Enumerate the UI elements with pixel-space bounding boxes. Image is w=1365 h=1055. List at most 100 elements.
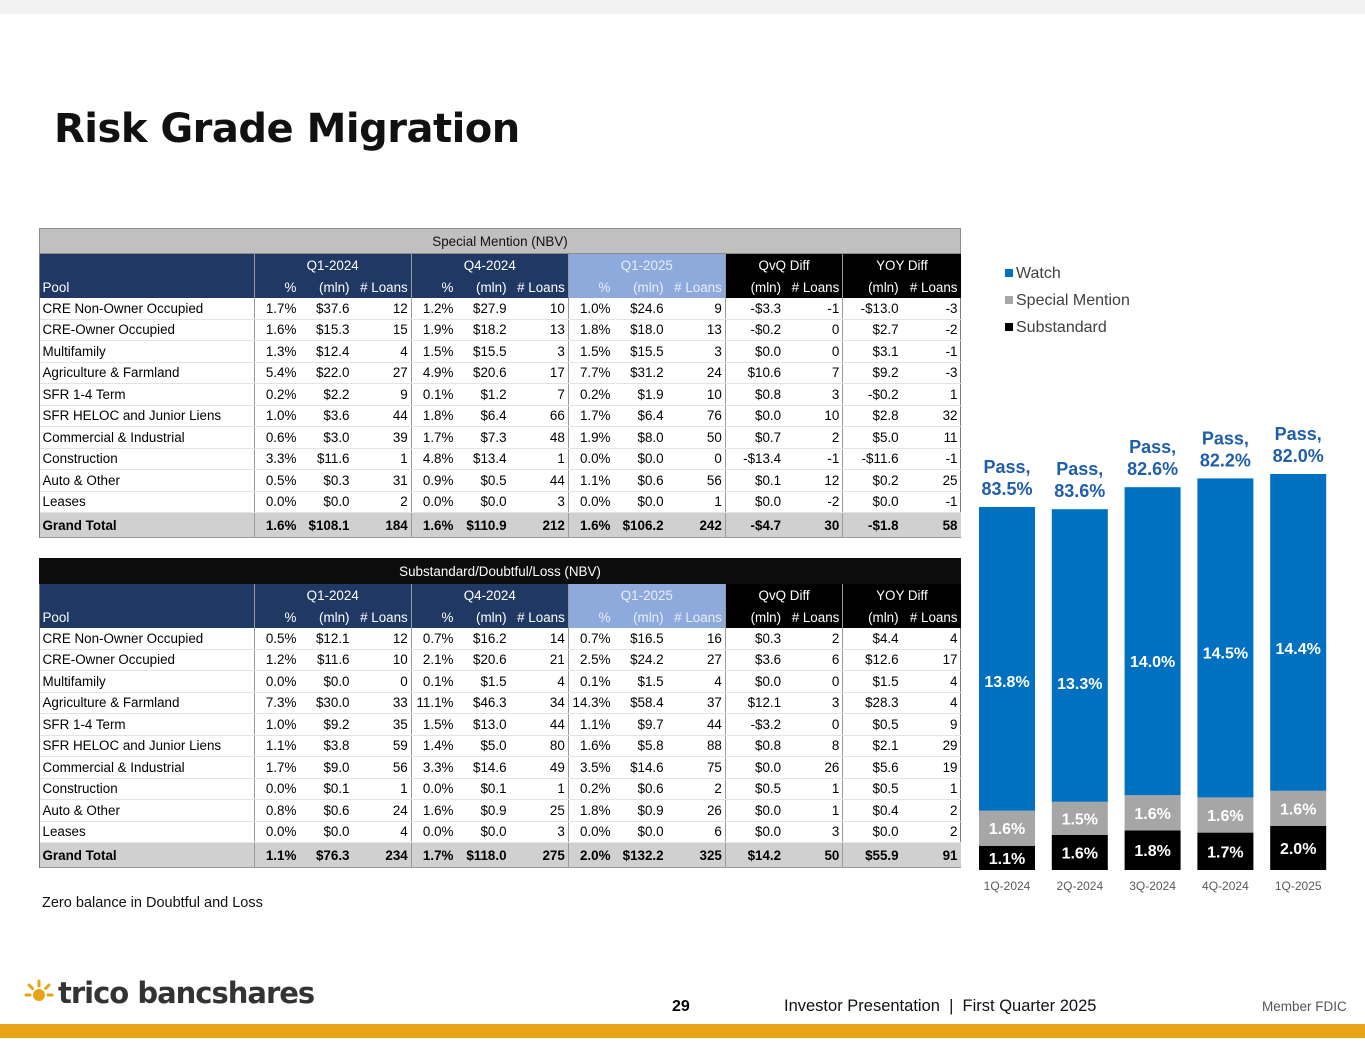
column-header: (mln) bbox=[724, 276, 785, 298]
table-cell: 31 bbox=[352, 469, 412, 492]
table-cell: -2 bbox=[784, 491, 843, 513]
legend-swatch bbox=[1005, 269, 1013, 277]
bar-data-label: 1.6% bbox=[1134, 806, 1170, 823]
table-cell: $3.8 bbox=[299, 735, 353, 757]
bar-segment-watch bbox=[1270, 474, 1327, 791]
table-cell: $0.5 bbox=[724, 778, 785, 800]
grand-total-cell: 91 bbox=[901, 842, 961, 868]
table-cell: 1.5% bbox=[410, 713, 457, 736]
column-group-header: Q4-2024 bbox=[410, 583, 569, 607]
bar-segment-special-mention bbox=[1124, 795, 1181, 831]
table-cell: -1 bbox=[901, 340, 961, 363]
grand-total-cell: $118.0 bbox=[456, 842, 510, 868]
table-cell: 33 bbox=[352, 692, 412, 714]
table-cell: $0.0 bbox=[724, 821, 785, 843]
column-group-header: QvQ Diff bbox=[724, 583, 843, 607]
column-group-header: YOY Diff bbox=[842, 253, 961, 277]
table-cell: -1 bbox=[784, 448, 843, 470]
table-cell: $16.2 bbox=[456, 627, 510, 650]
special-mention-table: Special Mention (NBV) Q1-2024 Q4-2024 Q1-20… bbox=[39, 228, 961, 538]
table-cell: 0 bbox=[784, 713, 843, 736]
table-cell: 15 bbox=[352, 319, 412, 341]
table-cell: 34 bbox=[509, 692, 569, 714]
column-group-header: Q1-2025 bbox=[567, 253, 726, 277]
table-cell: 7.3% bbox=[253, 692, 300, 714]
table-cell: 1.4% bbox=[410, 735, 457, 757]
table-cell: $2.8 bbox=[842, 405, 902, 427]
table-row: Commercial & Industrial 0.6% $3.0 39 1.7% $7.… bbox=[39, 426, 961, 449]
column-header: Pool bbox=[39, 606, 255, 628]
table-cell: 1 bbox=[784, 778, 843, 800]
table-cell: 24 bbox=[352, 799, 412, 822]
table-cell: $0.7 bbox=[724, 426, 785, 449]
table-cell: $12.6 bbox=[842, 649, 902, 671]
table-cell: -2 bbox=[901, 319, 961, 341]
table-cell: $0.0 bbox=[456, 491, 510, 513]
column-group-header: QvQ Diff bbox=[724, 253, 843, 277]
table-cell: 21 bbox=[509, 649, 569, 671]
table-cell: $0.0 bbox=[613, 491, 667, 513]
table-cell: $0.8 bbox=[724, 383, 785, 406]
table-cell: $2.7 bbox=[842, 319, 902, 341]
table-cell: 2 bbox=[901, 821, 961, 843]
table-cell: $30.0 bbox=[299, 692, 353, 714]
member-fdic: Member FDIC bbox=[1262, 999, 1347, 1014]
table-cell: 0.6% bbox=[253, 426, 300, 449]
table-cell: $18.2 bbox=[456, 319, 510, 341]
table-cell: 13 bbox=[509, 319, 569, 341]
table-cell: $0.1 bbox=[456, 778, 510, 800]
pool-name-cell: Agriculture & Farmland bbox=[39, 692, 255, 714]
table-caption: Substandard/Doubtful/Loss (NBV) bbox=[39, 558, 961, 584]
column-header: (mln) bbox=[613, 276, 667, 298]
table-cell: $0.5 bbox=[456, 469, 510, 492]
column-header: # Loans bbox=[784, 276, 843, 298]
grand-total-cell: 212 bbox=[509, 512, 569, 538]
table-cell: 10 bbox=[666, 383, 726, 406]
table-cell: 27 bbox=[666, 649, 726, 671]
table-row: Auto & Other 0.5% $0.3 31 0.9% $0.5 44 1.1% $0.6… bbox=[39, 469, 961, 492]
grand-total-cell: -$4.7 bbox=[724, 512, 785, 538]
table-cell: -$11.6 bbox=[842, 448, 902, 470]
table-cell: $24.2 bbox=[613, 649, 667, 671]
grand-total-label: Grand Total bbox=[39, 842, 255, 868]
table-cell: -1 bbox=[901, 491, 961, 513]
table-cell: 10 bbox=[784, 405, 843, 427]
bar-data-label: 1.6% bbox=[1062, 845, 1098, 862]
table-cell: 1.5% bbox=[410, 340, 457, 363]
table-cell: $58.4 bbox=[613, 692, 667, 714]
table-cell: $3.6 bbox=[299, 405, 353, 427]
bar-segment-special-mention bbox=[1051, 801, 1108, 835]
top-band bbox=[0, 0, 1365, 14]
column-header: # Loans bbox=[509, 606, 569, 628]
table-cell: 6 bbox=[666, 821, 726, 843]
table-cell: 3 bbox=[509, 491, 569, 513]
pool-name-cell: Multifamily bbox=[39, 340, 255, 363]
table-cell: 1.8% bbox=[567, 319, 614, 341]
grand-total-cell: $14.2 bbox=[724, 842, 785, 868]
table-cell: 0 bbox=[784, 670, 843, 693]
table-row: Auto & Other 0.8% $0.6 24 1.6% $0.9 25 1.8% $0.9… bbox=[39, 799, 961, 822]
bar-segment-special-mention bbox=[1197, 797, 1254, 833]
table-cell: 49 bbox=[509, 756, 569, 779]
pool-name-cell: Construction bbox=[39, 778, 255, 800]
table-cell: $20.6 bbox=[456, 362, 510, 384]
table-cell: 4 bbox=[509, 670, 569, 693]
table-cell: $0.0 bbox=[299, 821, 353, 843]
grand-total-cell: 242 bbox=[666, 512, 726, 538]
table-cell: $8.0 bbox=[613, 426, 667, 449]
column-header: # Loans bbox=[784, 606, 843, 628]
category-tick-label: 2Q-2024 bbox=[1056, 879, 1103, 893]
column-header: (mln) bbox=[842, 276, 902, 298]
table-cell: 0.0% bbox=[567, 491, 614, 513]
category-tick-label: 3Q-2024 bbox=[1129, 879, 1176, 893]
table-cell: 0.0% bbox=[410, 778, 457, 800]
table-cell: 9 bbox=[666, 297, 726, 320]
table-cell: 11.1% bbox=[410, 692, 457, 714]
table-cell: 1.5% bbox=[567, 340, 614, 363]
table-cell: 1.6% bbox=[253, 319, 300, 341]
table-cell: 0 bbox=[784, 340, 843, 363]
table-cell: 2.5% bbox=[567, 649, 614, 671]
pool-name-cell: CRE Non-Owner Occupied bbox=[39, 297, 255, 320]
table-cell: 0.7% bbox=[567, 627, 614, 650]
table-cell: 4 bbox=[901, 627, 961, 650]
